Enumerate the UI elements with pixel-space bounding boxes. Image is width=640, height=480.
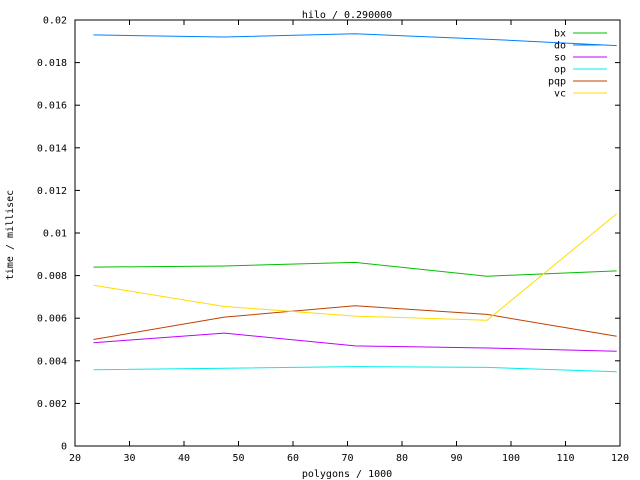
x-tick-label: 50 bbox=[232, 453, 244, 464]
y-tick-label: 0.018 bbox=[37, 58, 67, 69]
x-tick-label: 100 bbox=[502, 453, 520, 464]
y-axis-label: time / millisec bbox=[5, 190, 16, 280]
y-tick-label: 0.004 bbox=[37, 356, 67, 367]
legend-label-vc: vc bbox=[554, 89, 566, 100]
series-line-vc bbox=[93, 213, 618, 321]
x-tick-label: 80 bbox=[396, 453, 408, 464]
y-tick-label: 0.008 bbox=[37, 271, 67, 282]
axis-ticks: 20 30 40 50 60 70 80 90 100 110 120 0 0.002 0.004 0.00… bbox=[37, 16, 629, 465]
chart-title: hilo / 0.290000 bbox=[302, 10, 392, 21]
legend-label-so: so bbox=[554, 53, 566, 64]
x-tick-label: 20 bbox=[69, 453, 81, 464]
plot-frame bbox=[74, 19, 621, 447]
x-tick-label: 110 bbox=[556, 453, 574, 464]
x-tick-label: 90 bbox=[450, 453, 462, 464]
series-lines bbox=[93, 33, 618, 373]
x-axis-label: polygons / 1000 bbox=[302, 469, 392, 480]
y-tick-label: 0.002 bbox=[37, 399, 67, 410]
y-tick-label: 0.014 bbox=[37, 143, 67, 154]
x-tick-label: 70 bbox=[341, 453, 353, 464]
x-tick-label: 120 bbox=[611, 453, 629, 464]
series-line-op bbox=[93, 366, 617, 373]
series-line-so bbox=[93, 332, 617, 352]
series-line-pqp bbox=[93, 305, 617, 340]
x-tick-label: 30 bbox=[123, 453, 135, 464]
legend-label-bx: bx bbox=[554, 29, 566, 40]
x-tick-label: 40 bbox=[178, 453, 190, 464]
legend-label-pqp: pqp bbox=[548, 77, 566, 88]
y-tick-label: 0.006 bbox=[37, 314, 67, 325]
legend-label-do: do bbox=[554, 41, 566, 52]
y-tick-label: 0.01 bbox=[43, 229, 67, 240]
y-tick-label: 0.02 bbox=[43, 16, 67, 27]
series-line-do bbox=[93, 33, 617, 47]
legend-label-op: op bbox=[554, 65, 566, 76]
x-tick-label: 60 bbox=[287, 453, 299, 464]
y-tick-label: 0.012 bbox=[37, 186, 67, 197]
y-tick-label: 0 bbox=[61, 442, 67, 453]
y-tick-label: 0.016 bbox=[37, 101, 67, 112]
series-line-bx bbox=[93, 261, 617, 277]
